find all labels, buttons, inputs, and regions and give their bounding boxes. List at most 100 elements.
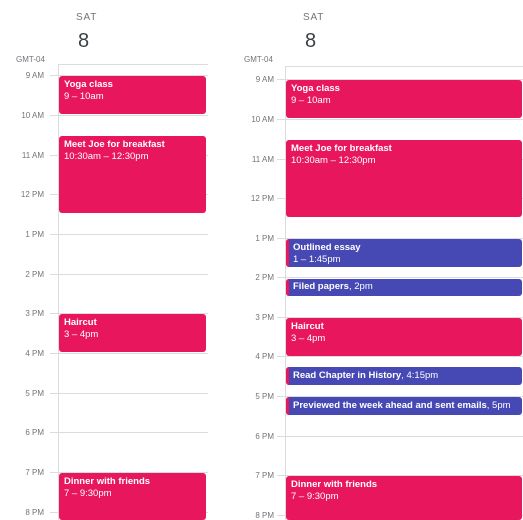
time-gutter-divider (285, 66, 286, 520)
task-title: Read Chapter in History (293, 370, 402, 381)
event-time: 9 – 10am (291, 95, 331, 106)
hour-tick (277, 356, 285, 357)
event-time: 7 – 9:30pm (64, 488, 112, 499)
hour-label: 9 AM (255, 75, 274, 84)
event-haircut[interactable]: Haircut 3 – 4pm (59, 314, 206, 352)
hour-label: 4 PM (255, 352, 274, 361)
hour-tick (277, 159, 285, 160)
hour-line (285, 356, 523, 357)
day-number[interactable]: 8 (305, 30, 317, 52)
hour-tick (277, 79, 285, 80)
task-title: Previewed the week ahead and sent emails (293, 400, 487, 411)
timezone-label: GMT-04 (16, 55, 45, 64)
hour-label: 7 PM (255, 471, 274, 480)
task-read-chapter[interactable]: Read Chapter in History, 4:15pm (286, 367, 522, 385)
hour-label: 11 AM (21, 151, 44, 160)
hour-tick (277, 277, 285, 278)
task-time: , 2pm (348, 281, 373, 292)
hour-line (285, 277, 523, 278)
task-time: , 4:15pm (401, 370, 439, 381)
event-yoga-class[interactable]: Yoga class 9 – 10am (59, 76, 206, 114)
hour-label: 12 PM (20, 190, 44, 199)
event-title: Haircut (64, 317, 97, 328)
hour-tick (50, 155, 58, 156)
task-title: Filed papers (293, 281, 349, 292)
hour-label: 11 AM (251, 155, 274, 164)
hour-tick (50, 274, 58, 275)
hour-tick (277, 475, 285, 476)
day-view-left: SAT 8 GMT-04 9 AM 10 AM 11 AM 12 PM 1 PM… (0, 0, 208, 520)
event-title: Yoga class (291, 83, 340, 94)
header-divider (58, 64, 208, 65)
event-meet-joe[interactable]: Meet Joe for breakfast 10:30am – 12:30pm (59, 136, 206, 213)
hour-line (285, 436, 523, 437)
hour-line (58, 115, 208, 116)
hour-line (285, 79, 523, 80)
event-time: 10:30am – 12:30pm (291, 155, 376, 166)
hour-label: 9 AM (25, 71, 44, 80)
hour-label: 4 PM (25, 349, 44, 358)
hour-line (285, 238, 523, 239)
hour-line (58, 393, 208, 394)
task-previewed-week[interactable]: Previewed the week ahead and sent emails… (286, 397, 522, 415)
hour-label: 1 PM (25, 230, 44, 239)
event-time: 7 – 9:30pm (291, 491, 339, 502)
hour-tick (50, 194, 58, 195)
hour-label: 1 PM (255, 234, 274, 243)
task-time: 1 – 1:45pm (293, 254, 341, 265)
hour-line (58, 353, 208, 354)
hour-line (58, 274, 208, 275)
hour-line (58, 75, 208, 76)
day-name: SAT (303, 12, 325, 23)
hour-tick (50, 432, 58, 433)
day-view-right: SAT 8 GMT-04 9 AM 10 AM 11 AM 12 PM 1 PM… (243, 0, 523, 520)
time-gutter-divider (58, 64, 59, 520)
event-haircut[interactable]: Haircut 3 – 4pm (286, 318, 522, 356)
event-title: Meet Joe for breakfast (64, 139, 165, 150)
day-name: SAT (76, 12, 98, 23)
event-dinner[interactable]: Dinner with friends 7 – 9:30pm (59, 473, 206, 520)
event-time: 9 – 10am (64, 91, 104, 102)
event-meet-joe[interactable]: Meet Joe for breakfast 10:30am – 12:30pm (286, 140, 522, 217)
event-yoga-class[interactable]: Yoga class 9 – 10am (286, 80, 522, 118)
event-title: Dinner with friends (291, 479, 378, 490)
header-divider (285, 66, 523, 67)
hour-label: 3 PM (255, 313, 274, 322)
event-title: Meet Joe for breakfast (291, 143, 392, 154)
hour-line (58, 432, 208, 433)
hour-line (58, 472, 208, 473)
hour-tick (50, 115, 58, 116)
hour-label: 12 PM (250, 194, 274, 203)
task-time: , 5pm (486, 400, 511, 411)
hour-tick (277, 238, 285, 239)
hour-tick (50, 393, 58, 394)
event-title: Haircut (291, 321, 324, 332)
hour-label: 5 PM (255, 392, 274, 401)
task-outlined-essay[interactable]: Outlined essay 1 – 1:45pm (286, 239, 522, 267)
event-title: Dinner with friends (64, 476, 151, 487)
task-filed-papers[interactable]: Filed papers, 2pm (286, 279, 522, 296)
hour-tick (277, 396, 285, 397)
hour-label: 10 AM (21, 111, 44, 120)
hour-label: 8 PM (25, 508, 44, 517)
event-title: Yoga class (64, 79, 113, 90)
timezone-label: GMT-04 (244, 55, 273, 64)
hour-tick (50, 353, 58, 354)
hour-line (285, 119, 523, 120)
event-time: 10:30am – 12:30pm (64, 151, 149, 162)
hour-tick (277, 436, 285, 437)
hour-tick (277, 515, 285, 516)
day-number[interactable]: 8 (78, 30, 90, 52)
event-time: 3 – 4pm (291, 333, 326, 344)
hour-line (285, 396, 523, 397)
hour-line (285, 475, 523, 476)
hour-tick (277, 317, 285, 318)
hour-tick (277, 119, 285, 120)
hour-label: 5 PM (25, 389, 44, 398)
hour-tick (50, 234, 58, 235)
event-dinner[interactable]: Dinner with friends 7 – 9:30pm (286, 476, 522, 520)
hour-label: 10 AM (251, 115, 274, 124)
hour-label: 2 PM (255, 273, 274, 282)
event-time: 3 – 4pm (64, 329, 99, 340)
hour-tick (50, 75, 58, 76)
